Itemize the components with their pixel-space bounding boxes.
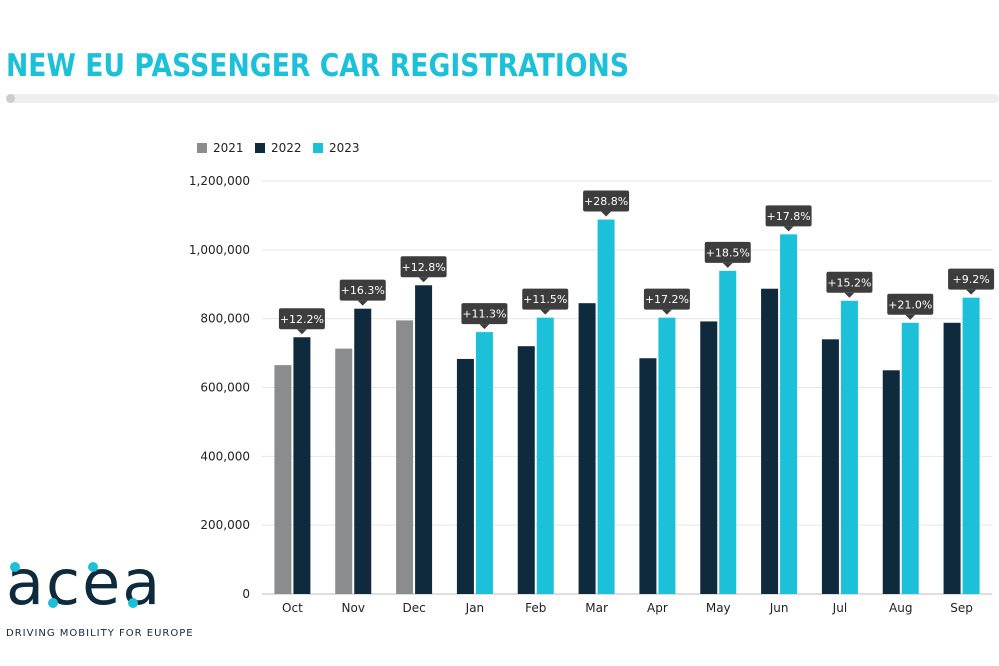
legend-swatch: [313, 143, 323, 153]
bar-2022: [293, 337, 311, 594]
bar-2022: [882, 370, 900, 594]
bar-2022: [456, 358, 474, 594]
annotation-label: +12.2%: [280, 313, 324, 326]
y-tick-label: 400,000: [200, 449, 250, 463]
x-tick-label: Nov: [342, 601, 365, 615]
bar-2022: [578, 303, 596, 594]
title-divider-dot: [6, 94, 15, 103]
annotation-pointer: [479, 324, 490, 330]
bar-2023: [658, 317, 676, 594]
annotation-pointer: [296, 329, 307, 335]
annotation-pointer: [418, 277, 429, 283]
annotation-label: +28.8%: [584, 195, 628, 208]
y-tick-label: 800,000: [200, 312, 250, 326]
bar-2023: [719, 270, 737, 594]
annotation-pointer: [783, 226, 794, 232]
annotation-label: +11.3%: [462, 308, 506, 321]
bar-2022: [821, 339, 839, 594]
x-tick-label: Sep: [950, 601, 973, 615]
annotation-label: +11.5%: [523, 293, 567, 306]
logo-tagline: DRIVING MOBILITY FOR EUROPE: [6, 628, 194, 639]
x-tick-label: Apr: [647, 601, 668, 615]
annotation-box: [643, 288, 690, 310]
logo-dot: [10, 562, 20, 572]
annotation-box: [278, 308, 325, 330]
annotation-box: [583, 190, 630, 212]
bar-2022: [517, 346, 535, 594]
y-tick-label: 0: [242, 587, 250, 601]
annotation-box: [887, 293, 934, 315]
y-tick-label: 1,000,000: [189, 243, 250, 257]
title-divider: [6, 94, 999, 103]
bar-2022: [943, 322, 961, 594]
legend-swatch: [197, 143, 207, 153]
logo-dot: [48, 598, 58, 608]
logo-dot: [88, 562, 98, 572]
bar-2022: [354, 308, 372, 594]
annotation-box: [339, 279, 386, 301]
annotation-label: +17.2%: [645, 293, 689, 306]
bar-2022: [700, 321, 718, 594]
bar-2021: [274, 365, 292, 594]
annotation-box: [765, 205, 812, 227]
annotation-pointer: [601, 211, 612, 217]
logo-wordmark: acea: [6, 546, 163, 619]
annotation-label: +9.2%: [952, 273, 989, 286]
annotation-pointer: [844, 292, 855, 298]
annotation-pointer: [540, 309, 551, 315]
annotation-box: [704, 241, 751, 263]
annotation-box: [948, 268, 995, 290]
annotation-pointer: [966, 289, 977, 295]
annotation-label: +18.5%: [706, 246, 750, 259]
bar-2023: [475, 332, 493, 594]
legend-label: 2021: [213, 141, 244, 155]
logo-dot: [128, 598, 138, 608]
x-tick-label: Oct: [282, 601, 303, 615]
annotation-box: [522, 288, 569, 310]
legend-label: 2023: [329, 141, 360, 155]
bar-2022: [415, 285, 433, 594]
annotation-box: [461, 303, 508, 325]
chart-title: NEW EU PASSENGER CAR REGISTRATIONS: [6, 48, 630, 84]
bar-2021: [396, 320, 414, 594]
bar-2023: [901, 322, 919, 594]
x-tick-label: Jul: [832, 601, 847, 615]
bar-2021: [335, 348, 353, 594]
bar-2022: [761, 288, 779, 594]
annotation-pointer: [722, 262, 733, 268]
annotation-label: +15.2%: [827, 276, 871, 289]
y-tick-label: 1,200,000: [189, 174, 250, 188]
bar-2023: [536, 317, 554, 594]
annotation-pointer: [905, 314, 916, 320]
bar-2023: [780, 234, 798, 595]
annotation-pointer: [357, 300, 368, 306]
bar-2023: [840, 300, 858, 594]
annotation-label: +17.8%: [766, 210, 810, 223]
legend-label: 2022: [271, 141, 302, 155]
y-tick-label: 200,000: [200, 518, 250, 532]
x-tick-label: Dec: [402, 601, 425, 615]
annotation-box: [400, 256, 447, 278]
annotation-label: +16.3%: [341, 284, 385, 297]
x-tick-label: Jun: [769, 601, 789, 615]
x-tick-label: Mar: [585, 601, 608, 615]
annotation-box: [826, 271, 873, 293]
bar-2023: [597, 219, 615, 594]
x-tick-label: Feb: [525, 601, 546, 615]
bar-2023: [962, 297, 980, 594]
x-tick-label: May: [706, 601, 731, 615]
x-tick-label: Jan: [465, 601, 485, 615]
annotation-pointer: [661, 309, 672, 315]
y-tick-label: 600,000: [200, 381, 250, 395]
bar-2022: [639, 358, 657, 594]
annotation-label: +21.0%: [888, 298, 932, 311]
annotation-label: +12.8%: [401, 261, 445, 274]
x-tick-label: Aug: [889, 601, 912, 615]
acea-logo: acea DRIVING MOBILITY FOR EUROPE: [4, 552, 193, 640]
legend-swatch: [255, 143, 265, 153]
